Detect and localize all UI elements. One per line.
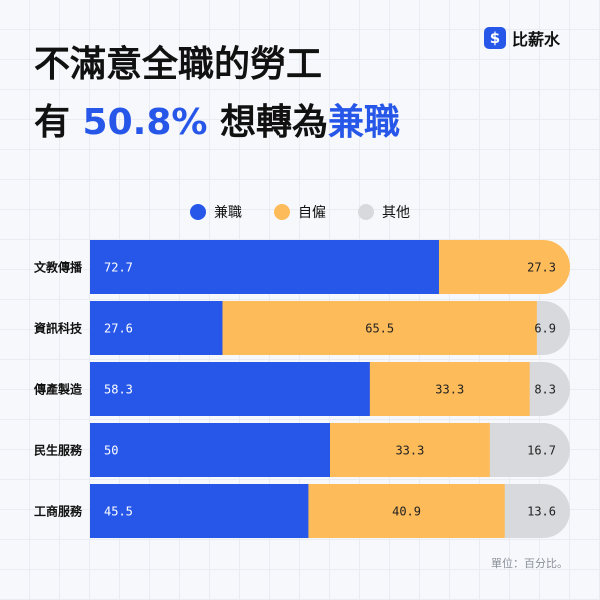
page-title: 不滿意全職的勞工 有 50.8% 想轉為兼職 (34, 36, 400, 152)
bar-row (90, 240, 570, 294)
value-label-part-time: 45.5 (104, 505, 133, 519)
bar-row (90, 362, 570, 416)
bar-row (90, 484, 570, 538)
unit-note: 單位：百分比。 (491, 557, 568, 570)
value-label-other: 6.9 (534, 322, 556, 336)
brand-name: 比薪水 (511, 30, 560, 49)
value-label-part-time: 27.6 (104, 322, 133, 336)
title-highlight-parttime: 兼職 (328, 102, 401, 143)
category-label: 民生服務 (34, 443, 83, 458)
brand-logo: $ 比薪水 (483, 26, 560, 50)
legend-item-self-employed: 自僱 (274, 202, 326, 222)
legend-label-self-employed: 自僱 (298, 205, 326, 221)
bar-segment-part-time (90, 484, 309, 538)
bar-segment-part-time (90, 423, 331, 477)
legend-label-part-time: 兼職 (214, 205, 242, 221)
value-label-other: 8.3 (534, 383, 556, 397)
legend-item-other: 其他 (358, 202, 410, 222)
category-label: 工商服務 (34, 504, 83, 519)
value-label-part-time: 58.3 (104, 383, 133, 397)
legend-swatch-other (358, 204, 374, 220)
bar-row (90, 423, 570, 477)
value-label-part-time: 72.7 (104, 261, 133, 275)
bar-segment-part-time (90, 240, 440, 294)
bar-segment-other (504, 484, 570, 538)
value-label-self-employed: 40.9 (392, 505, 421, 519)
title-line-1: 不滿意全職的勞工 (34, 44, 323, 85)
value-label-self-employed: 33.3 (435, 383, 464, 397)
value-label-other: 13.6 (527, 505, 556, 519)
category-label: 傳產製造 (33, 382, 83, 397)
bar-segment-self-employed (369, 362, 531, 416)
bar-segment-part-time (90, 301, 223, 355)
bar-segment-self-employed (222, 301, 538, 355)
value-label-self-employed: 65.5 (365, 322, 394, 336)
title-line-2-prefix: 有 (34, 102, 83, 143)
bar-segment-self-employed (330, 423, 491, 477)
bar-segment-self-employed (438, 240, 570, 294)
value-label-self-employed: 33.3 (395, 444, 424, 458)
chart-legend: 兼職 自僱 其他 (0, 202, 600, 222)
bar-segment-self-employed (308, 484, 506, 538)
value-label-part-time: 50 (104, 444, 118, 458)
bar-segment-part-time (90, 362, 371, 416)
dollar-icon: $ (483, 27, 506, 49)
title-highlight-percent: 50.8% (82, 102, 208, 143)
bar-segment-other (489, 423, 570, 477)
legend-label-other: 其他 (382, 205, 410, 221)
value-label-other: 16.7 (527, 444, 556, 458)
category-label: 文教傳播 (34, 260, 83, 275)
category-label: 資訊科技 (34, 321, 83, 336)
title-line-2-mid: 想轉為 (207, 102, 328, 143)
bar-row (90, 301, 570, 355)
value-label-self-employed: 27.3 (527, 261, 556, 275)
legend-swatch-part-time (190, 204, 206, 220)
legend-swatch-self-employed (274, 204, 290, 220)
legend-item-part-time: 兼職 (190, 202, 242, 222)
